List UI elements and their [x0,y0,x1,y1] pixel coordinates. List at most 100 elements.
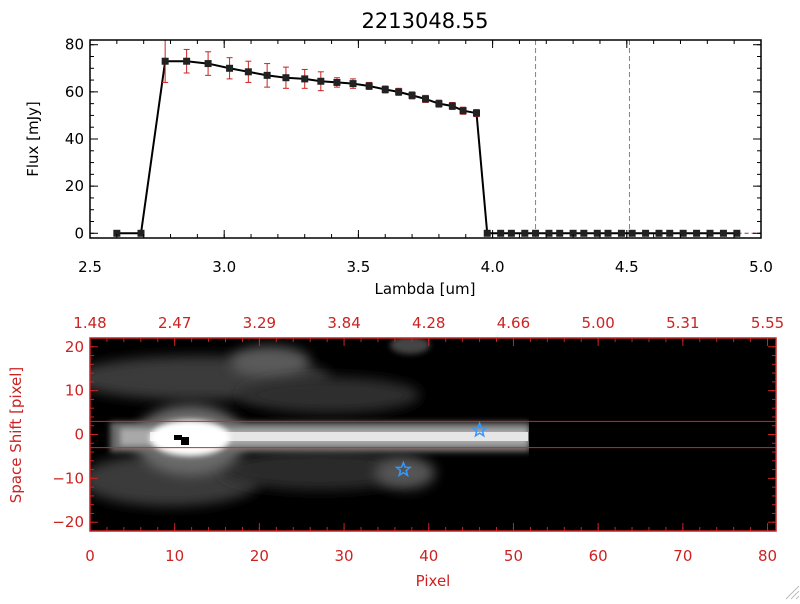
data-point [349,80,357,88]
data-point [604,229,612,237]
data-point [301,75,309,83]
top-wavelength-label: 3.84 [327,314,360,332]
y-tick-label: 40 [65,130,84,148]
chart-title: 2213048.55 [362,9,489,33]
data-point [161,57,169,65]
halo-upper-mid [240,377,420,413]
data-point [422,95,429,103]
flux-line [116,60,737,235]
data-point [244,68,252,76]
x-tick-label: 5.0 [749,258,773,276]
x-tick-label: 3.0 [212,258,236,276]
y-tick-label: 80 [65,36,84,54]
trace-peak [150,420,230,456]
data-point [706,229,714,237]
x-tick-label: 3.5 [346,258,370,276]
x-tick-label: 0 [85,547,95,565]
data-point [532,229,540,237]
trace-dead-pixel-1 [174,435,182,440]
data-point [642,229,650,237]
data-point [483,229,491,237]
y-tick-label: 20 [65,177,84,195]
data-point [679,229,687,237]
top-wavelength-label: 5.31 [666,314,699,332]
data-point [435,100,443,108]
data-point [719,229,727,237]
data-point [113,229,121,237]
top-wavelength-label: 4.66 [497,314,530,332]
y-tick-label: 20 [65,338,84,356]
x-tick-label: 70 [673,547,692,565]
x-tick-label: 80 [758,547,777,565]
halo-upper-blob [230,346,310,378]
data-point [472,109,480,117]
image-right-black [529,338,776,531]
image-overlay [90,420,776,478]
top-xlabel: Lambda [um] [375,280,476,298]
x-tick-label: 30 [335,547,354,565]
data-point [263,71,271,79]
top-wavelength-label: 5.00 [581,314,614,332]
y-tick-label: −10 [52,469,84,487]
top-axes-frame [89,39,762,239]
data-point [733,229,741,237]
data-point [137,229,145,237]
data-point [617,229,625,237]
data-point [282,74,290,82]
x-tick-label: 10 [165,547,184,565]
data-point [381,86,389,93]
data-point [545,229,553,237]
data-point [408,91,416,99]
resize-grip-icon [785,585,800,600]
y-tick-label: 0 [74,224,84,242]
data-point [693,229,701,237]
y-tick-label: −20 [52,513,84,531]
x-tick-label: 40 [419,547,438,565]
trace-band-core [150,432,528,441]
spectral-image [90,338,776,531]
top-wavelength-label: 5.55 [751,314,784,332]
image-axes: 0 10 20 30 40 50 60 70 80 1.48 2.47 3.29 3.84 4.28 4.6… [52,314,784,565]
x-tick-label: 60 [589,547,608,565]
top-wavelength-label: 2.47 [158,314,191,332]
x-tick-label: 50 [504,547,523,565]
y-tick-label: 0 [74,426,84,444]
top-wavelength-label: 1.48 [73,314,106,332]
data-point [365,82,373,90]
top-ylabel: Flux [mJy] [24,101,42,177]
y-tick-label: 10 [65,382,84,400]
data-point [448,102,456,110]
x-tick-label: 2.5 [78,258,102,276]
data-point [226,64,234,72]
data-point [655,229,663,237]
source-star-icon [394,460,413,478]
data-point [556,229,564,237]
data-point [593,229,601,237]
data-point [395,88,403,96]
x-tick-label: 4.5 [615,258,639,276]
top-wavelength-label: 3.29 [243,314,276,332]
bottom-ylabel: Space Shift [pixel] [7,367,25,504]
bottom-xlabel: Pixel [416,572,451,590]
data-point [569,229,577,237]
trace-dead-pixel-2 [181,437,189,445]
data-point [497,229,505,237]
data-point [459,107,467,115]
halo-lower-mid [220,450,420,490]
data-point [507,229,515,237]
x-tick-label: 4.0 [481,258,505,276]
spectrum-plot: 2.5 3.0 3.5 4.0 4.5 5.0 0 20 40 60 80 [65,36,773,276]
data-point [317,77,325,85]
source-star-icon [470,420,489,438]
data-point [183,57,191,65]
x-tick-label: 20 [250,547,269,565]
data-point [666,229,674,237]
data-point [580,229,588,237]
data-point [521,229,529,237]
data-point [333,78,341,86]
top-wavelength-label: 4.28 [412,314,445,332]
y-tick-label: 60 [65,83,84,101]
data-point [204,60,212,68]
